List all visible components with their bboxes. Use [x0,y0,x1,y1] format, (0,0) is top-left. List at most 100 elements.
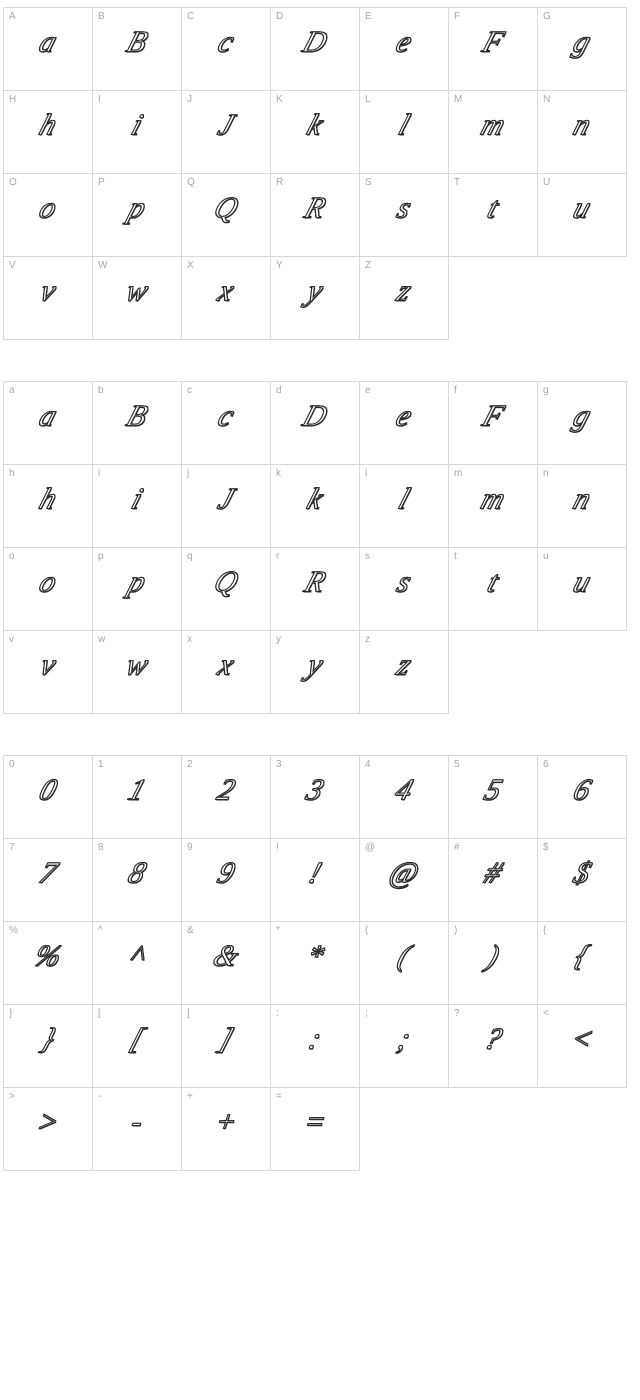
glyph-cell: Mm [448,90,538,174]
glyph-cell-label: q [187,551,193,562]
glyph-cell-glyph: w [122,651,152,681]
glyph-cell: ee [359,381,449,465]
glyph-cell-label: R [276,177,283,188]
glyph-cell-label: x [187,634,192,645]
glyph-cell-glyph: * [303,942,328,972]
glyph-cell: ii [92,464,182,548]
glyph-cell: Pp [92,173,182,257]
glyph-cell-label: 2 [187,759,193,770]
glyph-cell-glyph: t [484,194,502,224]
glyph-cell-glyph: # [481,859,506,889]
glyph-cell-glyph: @ [385,859,422,889]
glyph-cell-glyph: = [300,1108,330,1138]
glyph-cell: zz [359,630,449,714]
glyph-cell-label: d [276,385,282,396]
glyph-cell-glyph: o [36,194,61,224]
glyph-cell: Ee [359,7,449,91]
glyph-cell-label: 7 [9,842,15,853]
glyph-cell-label: [ [98,1008,101,1019]
glyph-cell-label: v [9,634,14,645]
glyph-row: VvWwXxYyZz [4,257,636,340]
glyph-cell: && [181,921,271,1005]
glyph-cell-glyph: c [214,28,237,58]
glyph-cell-label: ; [365,1008,368,1019]
glyph-cell-empty [448,256,538,340]
glyph-cell-label: c [187,385,192,396]
glyph-row: aabBccdDeefFgg [4,382,636,465]
glyph-cell: rR [270,547,360,631]
glyph-cell: nn [537,464,627,548]
glyph-cell-label: b [98,385,104,396]
glyph-cell-glyph: D [299,402,330,432]
glyph-cell-glyph: B [123,28,151,58]
glyph-cell: Cc [181,7,271,91]
glyph-cell: Ss [359,173,449,257]
glyph-cell-glyph: & [209,942,242,972]
glyph-cell: !! [270,838,360,922]
glyph-cell-label: $ [543,842,549,853]
glyph-cell-label: ) [454,925,457,936]
glyph-cell-glyph: + [211,1108,241,1138]
glyph-cell: Gg [537,7,627,91]
glyph-cell-label: 1 [98,759,104,770]
glyph-cell: uu [537,547,627,631]
glyph-cell-label: A [9,11,16,22]
glyph-cell-glyph: 4 [392,776,417,806]
glyph-cell-glyph: 5 [481,776,506,806]
glyph-cell: 22 [181,755,271,839]
glyph-cell-label: p [98,551,104,562]
glyph-cell-glyph: n [570,485,595,515]
glyph-cell: $$ [537,838,627,922]
glyph-cell: hh [3,464,93,548]
glyph-cell-label: u [543,551,549,562]
glyph-cell-glyph: B [123,402,151,432]
glyph-cell-label: U [543,177,550,188]
glyph-cell-glyph: v [36,277,59,307]
glyph-cell: )) [448,921,538,1005]
glyph-cell-label: i [98,468,100,479]
glyph-cell-label: W [98,260,107,271]
glyph-cell: ** [270,921,360,1005]
glyph-cell-glyph: w [122,277,152,307]
glyph-cell-glyph: a [36,402,61,432]
glyph-cell-label: G [543,11,551,22]
glyph-cell-label: I [98,94,101,105]
glyph-cell-glyph: 6 [570,776,595,806]
glyph-cell-empty [448,630,538,714]
glyph-cell: {{ [537,921,627,1005]
glyph-cell: Zz [359,256,449,340]
glyph-cell-glyph: R [301,194,329,224]
glyph-cell-label: f [454,385,457,396]
glyph-cell-glyph: < [567,1025,597,1055]
glyph-cell-glyph: 3 [303,776,328,806]
glyph-cell-glyph: ) [483,942,503,972]
glyph-cell-glyph: m [477,111,508,141]
glyph-cell-label: T [454,177,460,188]
glyph-cell-glyph: R [301,568,329,598]
glyph-cell: Hh [3,90,93,174]
glyph-cell-empty [537,630,627,714]
glyph-cell-glyph: > [33,1108,63,1138]
glyph-cell: Nn [537,90,627,174]
glyph-cell: ww [92,630,182,714]
glyph-cell: QQ [181,173,271,257]
glyph-cell-glyph: s [393,568,414,598]
glyph-row: }}[[]]::;;??<< [4,1005,636,1088]
glyph-cell-label: n [543,468,549,479]
glyph-cell: ^^ [92,921,182,1005]
section-lowercase: aabBccdDeefFgghhiijJkkllmmnnooppqQrRsstt… [4,382,636,714]
glyph-cell: yy [270,630,360,714]
glyph-cell: 99 [181,838,271,922]
glyph-cell-glyph: a [36,28,61,58]
glyph-cell-glyph: k [303,111,326,141]
glyph-cell-glyph: D [299,28,330,58]
glyph-cell-empty [537,256,627,340]
glyph-cell: 55 [448,755,538,839]
glyph-cell-glyph: g [570,28,595,58]
glyph-cell-label: e [365,385,371,396]
glyph-cell-glyph: : [305,1025,325,1055]
glyph-cell-glyph: g [570,402,595,432]
glyph-cell-label: V [9,260,16,271]
glyph-cell-glyph: k [303,485,326,515]
glyph-cell: ]] [181,1004,271,1088]
